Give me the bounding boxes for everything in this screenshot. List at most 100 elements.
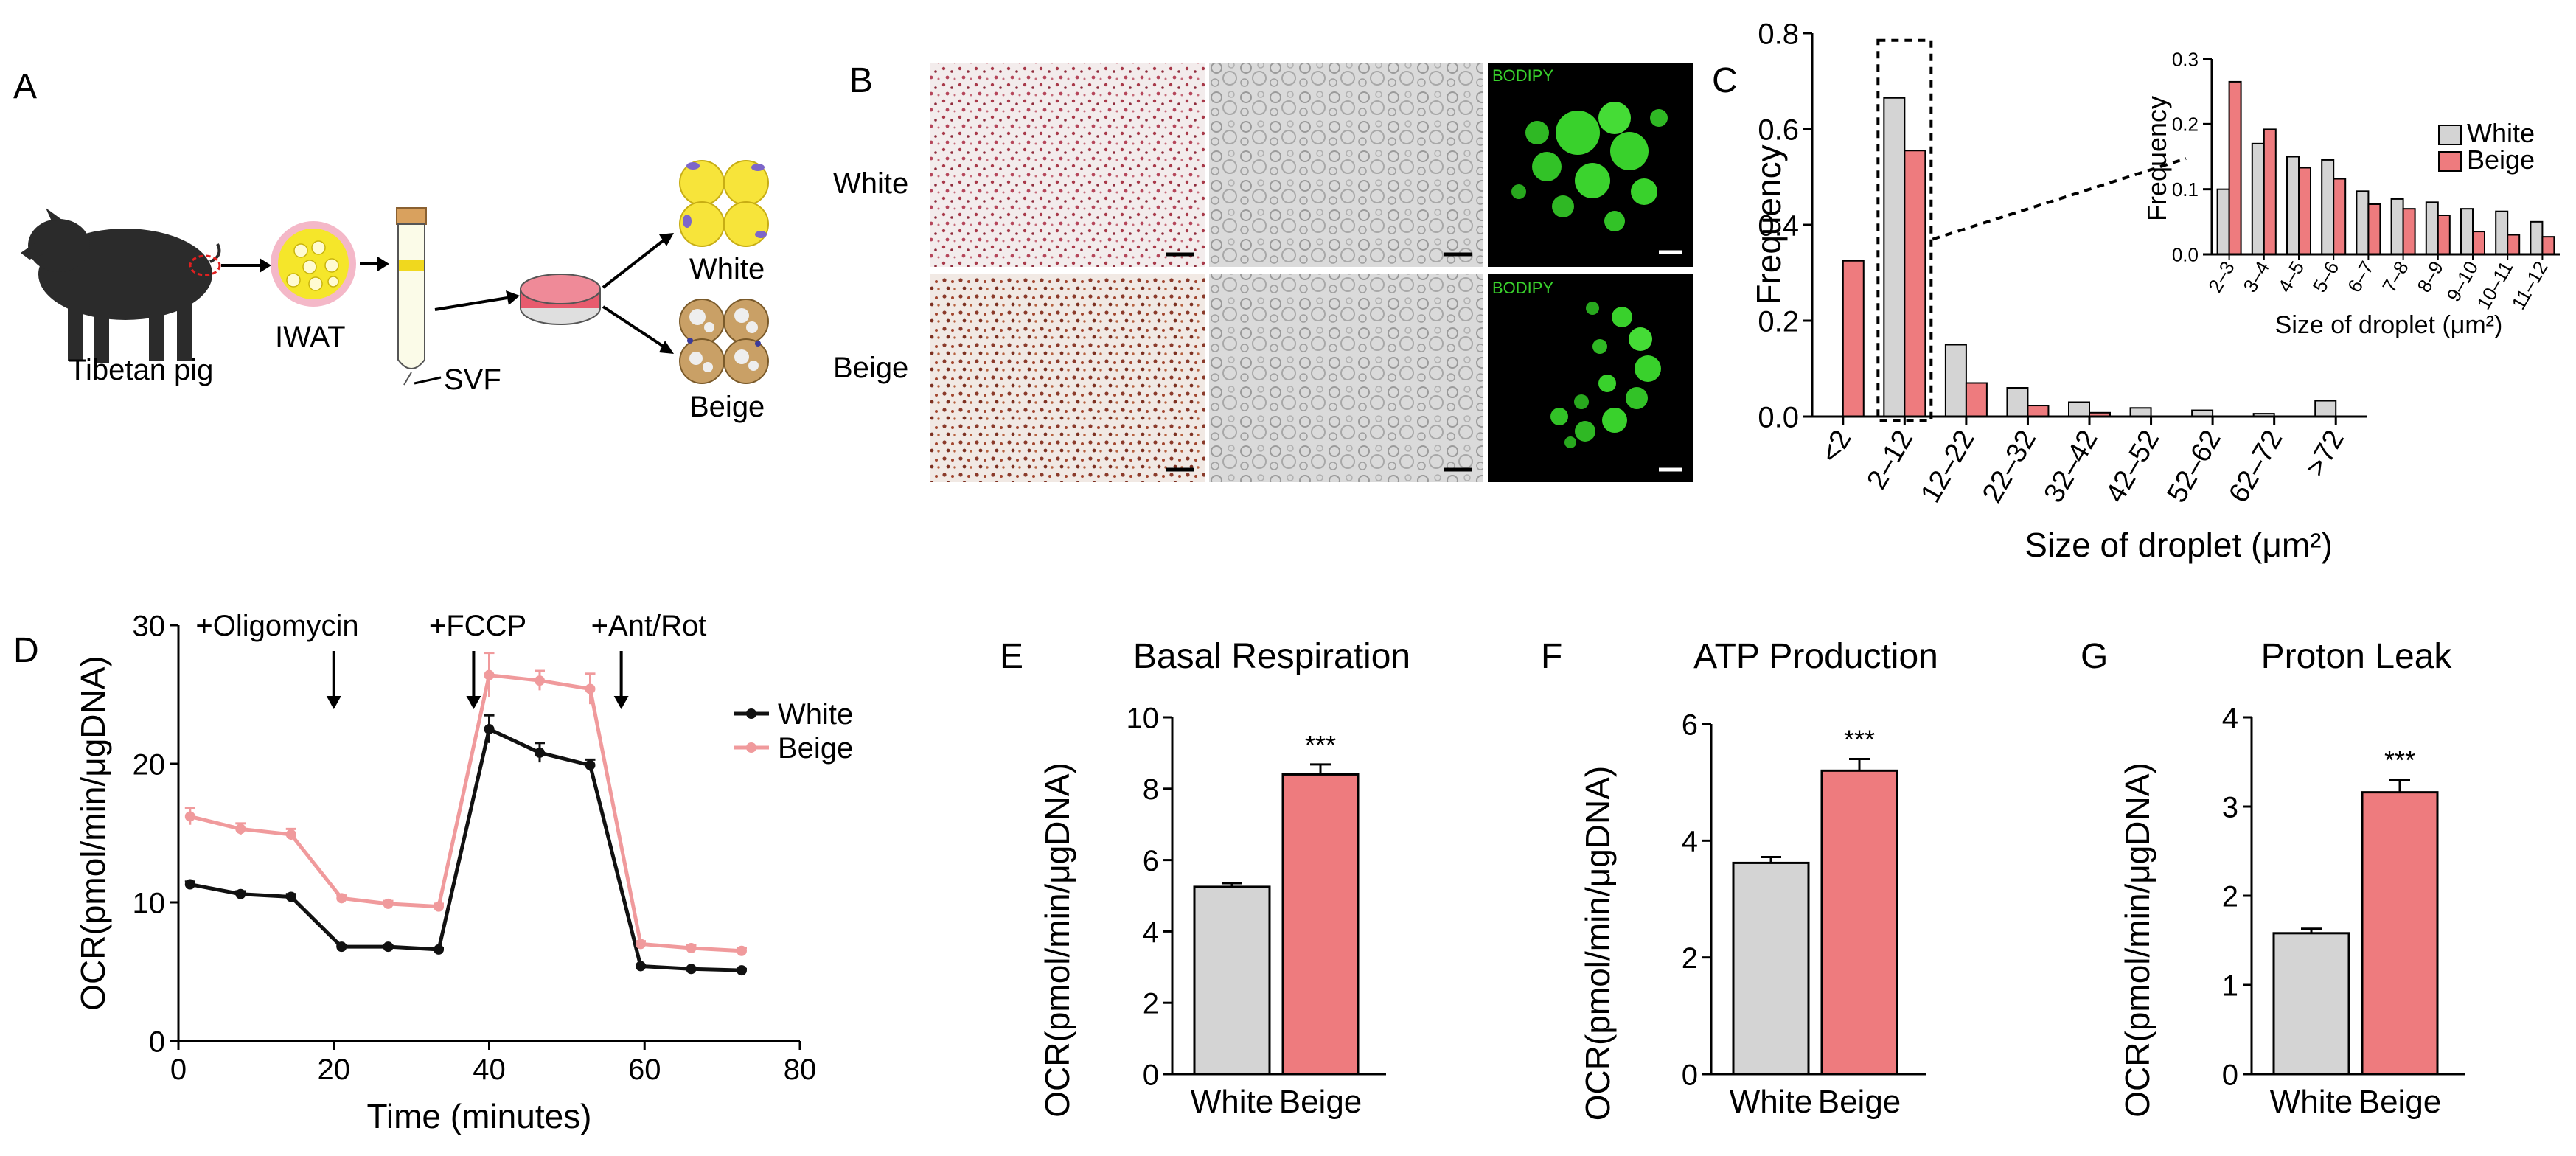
d-x-tick-label: 20 bbox=[318, 1054, 351, 1086]
g-x-tick-label: Beige bbox=[2359, 1084, 2442, 1120]
c-x-tick-label: 52–62 bbox=[2162, 425, 2227, 509]
c-highlight-box bbox=[1876, 38, 1933, 422]
panel-letter-d: D bbox=[13, 631, 39, 670]
e-title: Basal Respiration bbox=[1133, 637, 1410, 676]
d-legend-label-white: White bbox=[778, 698, 853, 731]
c-bar-white bbox=[1944, 344, 1967, 417]
d-point-beige bbox=[383, 898, 394, 909]
d-point-white bbox=[736, 965, 747, 976]
d-y-tick-label: 10 bbox=[133, 887, 166, 919]
f-y-tick-label: 6 bbox=[1682, 708, 1698, 741]
chart-g: 0 1 2 3 4 Proton Leak OCR(pmol/min/μgDNA) White… bbox=[2118, 637, 2465, 1120]
c-inset-x-label: Size of droplet (μm²) bbox=[2275, 311, 2503, 339]
d-legend-label-beige: Beige bbox=[778, 732, 853, 765]
g-x-tick-label: White bbox=[2270, 1084, 2353, 1120]
chart-c: 0.0 0.2 0.4 0.6 0.8 <2 2–1212–2222–3232–4242–5… bbox=[1750, 18, 2560, 564]
c-x-tick-label: >72 bbox=[2300, 425, 2350, 482]
c-bar-beige bbox=[1965, 382, 1988, 417]
c-y-tick-label: 0.2 bbox=[1758, 305, 1799, 338]
f-y-tick-label: 2 bbox=[1682, 942, 1698, 975]
f-significance: *** bbox=[1844, 725, 1875, 755]
bodipy-label-white: BODIPY bbox=[1492, 66, 1553, 85]
c-inset-bar-white bbox=[2530, 220, 2544, 256]
g-y-tick-label: 4 bbox=[2222, 702, 2238, 734]
panel-letter-g: G bbox=[2081, 637, 2108, 676]
d-x-tick-label: 80 bbox=[784, 1054, 817, 1086]
c-bar-white bbox=[2129, 407, 2152, 417]
d-point-white bbox=[285, 891, 296, 902]
c-inset-bar-white bbox=[2216, 188, 2230, 255]
e-y-tick-label: 2 bbox=[1143, 988, 1159, 1020]
pig-icon bbox=[21, 208, 221, 363]
c-inset-bar-white bbox=[2321, 159, 2335, 255]
g-title: Proton Leak bbox=[2261, 637, 2453, 676]
c-x-label: Size of droplet (μm²) bbox=[2025, 526, 2333, 564]
d-point-white bbox=[383, 941, 394, 953]
d-x-tick-label: 60 bbox=[628, 1054, 661, 1086]
d-y-tick-label: 20 bbox=[133, 748, 166, 781]
c-zoom-connector bbox=[1932, 157, 2187, 241]
e-y-tick-label: 10 bbox=[1127, 702, 1160, 734]
c-inset-y-tick-label: 0.2 bbox=[2172, 114, 2199, 136]
e-y-label: OCR(pmol/min/μgDNA) bbox=[1038, 762, 1076, 1117]
d-y-tick-label: 0 bbox=[149, 1026, 165, 1058]
oil-red-image-white bbox=[930, 63, 1205, 267]
label-tibetan-pig: Tibetan pig bbox=[69, 354, 213, 386]
g-y-tick-label: 2 bbox=[2222, 880, 2238, 913]
c-inset-x-tick-label: 4–5 bbox=[2274, 257, 2309, 296]
g-bar-beige bbox=[2361, 791, 2439, 1076]
g-y-tick-label: 1 bbox=[2222, 969, 2238, 1002]
chart-d: 0 10 20 30 0 20 40 60 80 OCR(pmol/min/μgDNA) Time … bbox=[74, 610, 853, 1135]
c-inset-bar-white bbox=[2495, 210, 2509, 256]
g-y-tick-label: 3 bbox=[2222, 791, 2238, 824]
d-legend-marker-white bbox=[746, 708, 756, 719]
d-point-beige bbox=[285, 829, 296, 840]
label-white-adipocyte: White bbox=[689, 253, 765, 285]
label-svf: SVF bbox=[444, 363, 501, 396]
label-beige-adipocyte: Beige bbox=[689, 391, 765, 423]
g-y-label: OCR(pmol/min/μgDNA) bbox=[2118, 762, 2156, 1117]
c-legend-label-white: White bbox=[2467, 118, 2535, 148]
c-inset-bar-white bbox=[2460, 208, 2474, 255]
c-inset-bar-white bbox=[2251, 142, 2265, 255]
tube-icon bbox=[396, 207, 427, 386]
e-x-tick-label: Beige bbox=[1279, 1084, 1362, 1120]
d-x-tick-label: 40 bbox=[473, 1054, 506, 1086]
d-point-white bbox=[534, 747, 545, 758]
c-inset-x-tick-label: 3–4 bbox=[2238, 257, 2274, 296]
d-annotation-label: +FCCP bbox=[429, 610, 526, 642]
c-y-label: Frequency bbox=[1750, 144, 1788, 304]
label-iwat: IWAT bbox=[275, 321, 346, 353]
panel-letter-c: C bbox=[1712, 61, 1738, 100]
d-point-white bbox=[184, 879, 195, 890]
c-inset-x-tick-label: 8–9 bbox=[2412, 257, 2448, 296]
c-inset-bar-white bbox=[2390, 198, 2404, 255]
d-point-white bbox=[585, 759, 596, 770]
c-legend-swatch-white bbox=[2438, 125, 2462, 145]
c-x-tick-label: 2–12 bbox=[1861, 425, 1919, 495]
d-annotation-arrowhead bbox=[466, 696, 481, 709]
panel-letter-b: B bbox=[849, 61, 873, 100]
c-y-tick-label: 0.8 bbox=[1758, 18, 1799, 50]
oil-red-image-beige bbox=[930, 274, 1205, 482]
bodipy-label-beige: BODIPY bbox=[1492, 279, 1553, 297]
c-inset-bar-beige bbox=[2472, 231, 2485, 256]
c-y-tick-label: 0.4 bbox=[1758, 209, 1799, 242]
f-y-tick-label: 0 bbox=[1682, 1059, 1698, 1091]
white-adipocyte-icon bbox=[679, 160, 769, 247]
c-inset-bar-beige bbox=[2437, 215, 2451, 255]
e-x-tick-label: White bbox=[1191, 1084, 1273, 1120]
f-bar-white bbox=[1732, 861, 1810, 1076]
c-x-tick-label: 42–52 bbox=[2100, 425, 2165, 509]
culture-dish-icon bbox=[520, 274, 601, 325]
panel-letter-f: F bbox=[1541, 637, 1562, 676]
d-point-beige bbox=[686, 943, 697, 954]
d-x-tick-label: 0 bbox=[170, 1054, 187, 1086]
c-inset-x-tick-label: 2–3 bbox=[2204, 257, 2239, 296]
d-point-white bbox=[434, 944, 445, 955]
d-point-beige bbox=[484, 669, 495, 680]
c-inset-x-tick-label: 7–8 bbox=[2378, 257, 2413, 296]
d-point-beige bbox=[534, 675, 545, 686]
d-point-beige bbox=[635, 939, 646, 950]
